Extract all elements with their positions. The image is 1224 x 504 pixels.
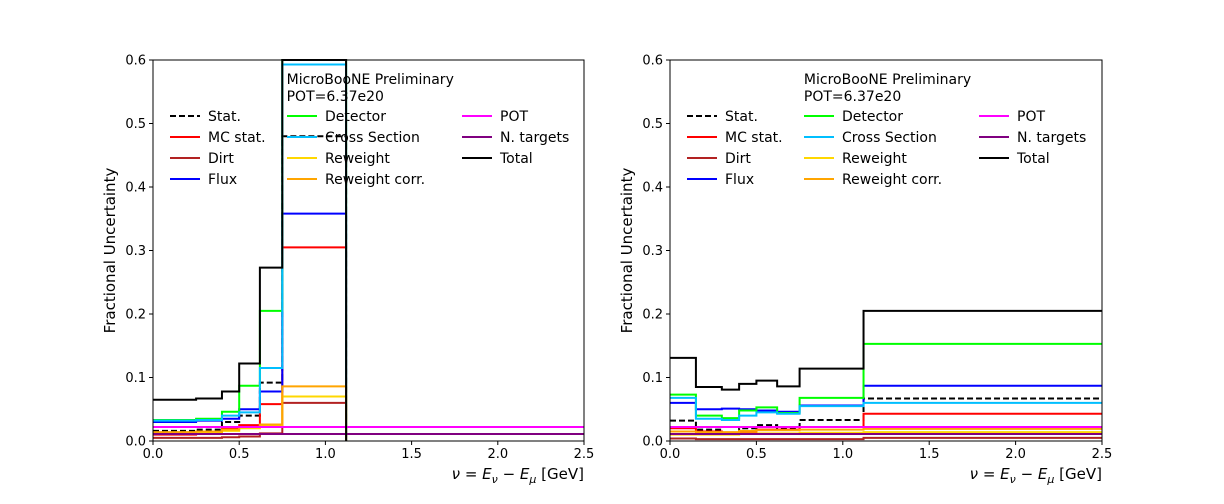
- legend-item: Flux: [170, 172, 237, 188]
- y-tick-label: 0.6: [642, 54, 663, 69]
- legend-label: Detector: [325, 109, 386, 125]
- legend-item: MC stat.: [687, 130, 783, 146]
- series-dirt: [153, 401, 348, 441]
- y-axis-label: Fractional Uncertainty: [101, 168, 119, 334]
- legend-item: Total: [979, 151, 1050, 167]
- series-detector: [153, 59, 348, 441]
- legend-label: N. targets: [1017, 130, 1086, 146]
- legend-item: Stat.: [170, 109, 241, 125]
- legend-label: Stat.: [725, 109, 758, 125]
- y-tick-label: 0.0: [125, 435, 146, 450]
- series-reweight-corr: [153, 385, 348, 441]
- x-tick-label: 2.0: [487, 447, 508, 462]
- legend-label: Dirt: [208, 151, 234, 167]
- x-tick-label: 1.5: [919, 447, 940, 462]
- x-tick-label: 1.0: [832, 447, 853, 462]
- legend-label: Stat.: [208, 109, 241, 125]
- series-mc-stat: [670, 412, 1102, 435]
- series-cross-section: [670, 396, 1102, 422]
- legend-item: Dirt: [687, 151, 751, 167]
- legend-label: Total: [499, 151, 533, 167]
- series-total: [670, 309, 1102, 391]
- legend-label: Total: [1016, 151, 1050, 167]
- legend-item: Stat.: [687, 109, 758, 125]
- y-tick-label: 0.3: [125, 244, 146, 259]
- x-tick-label: 2.5: [574, 447, 595, 462]
- series-total: [153, 59, 348, 441]
- legend-item: Cross Section: [804, 130, 937, 146]
- legend-item: POT: [462, 109, 528, 125]
- legend-label: Reweight corr.: [842, 172, 942, 188]
- y-tick-label: 0.1: [125, 371, 146, 386]
- legend-label: N. targets: [500, 130, 569, 146]
- y-tick-label: 0.5: [642, 117, 663, 132]
- legend-item: Flux: [687, 172, 754, 188]
- legend-label: Dirt: [725, 151, 751, 167]
- legend-label: Cross Section: [325, 130, 420, 146]
- legend: Stat. MC stat. Dirt Flux Detector Cross Secti…: [170, 109, 569, 188]
- legend-label: Cross Section: [842, 130, 937, 146]
- y-tick-label: 0.5: [125, 117, 146, 132]
- legend-label: Reweight: [325, 151, 390, 167]
- legend-label: Detector: [842, 109, 903, 125]
- x-tick-label: 2.5: [1092, 447, 1113, 462]
- chart-panel-1: 0.0 0.5 1.0 1.5 2.0 2.5 0.0 0.1 0.2 0.3 0.4 0.5 0.6 F…: [101, 54, 594, 487]
- legend-label: Reweight corr.: [325, 172, 425, 188]
- x-tick-label: 2.0: [1005, 447, 1026, 462]
- legend-label: POT: [1017, 109, 1045, 125]
- x-tick-label: 0.0: [660, 447, 681, 462]
- series-detector: [670, 342, 1102, 420]
- y-tick-label: 0.3: [642, 244, 663, 259]
- legend-item: N. targets: [462, 130, 569, 146]
- legend-label: Flux: [725, 172, 754, 188]
- y-axis-label: Fractional Uncertainty: [618, 168, 636, 334]
- annotation-pot: POT=6.37e20: [804, 89, 901, 105]
- legend-item: N. targets: [979, 130, 1086, 146]
- y-tick-label: 0.2: [642, 308, 663, 323]
- legend-item: Detector: [287, 109, 386, 125]
- x-axis-label: ν = Eν − Eμ [GeV]: [970, 465, 1102, 486]
- x-axis-label: ν = Eν − Eμ [GeV]: [452, 465, 584, 486]
- series-cross-section: [153, 63, 348, 441]
- x-tick-label: 0.5: [229, 447, 250, 462]
- legend-label: MC stat.: [208, 130, 266, 146]
- legend-label: Reweight: [842, 151, 907, 167]
- legend-item: POT: [979, 109, 1045, 125]
- y-tick-label: 0.0: [642, 435, 663, 450]
- series-dirt: [670, 436, 1102, 441]
- x-tick-label: 0.0: [143, 447, 164, 462]
- chart-panel-2: 0.0 0.5 1.0 1.5 2.0 2.5 0.0 0.1 0.2 0.3 0.4 0.5 0.6 F…: [618, 54, 1112, 487]
- legend-label: Flux: [208, 172, 237, 188]
- legend-label: MC stat.: [725, 130, 783, 146]
- legend-item: Reweight: [287, 151, 390, 167]
- series-reweight-corr: [670, 427, 1102, 434]
- legend-label: POT: [500, 109, 528, 125]
- x-tick-label: 1.5: [401, 447, 422, 462]
- legend-item: MC stat.: [170, 130, 266, 146]
- legend: Stat. MC stat. Dirt Flux Detector Cross Secti…: [687, 109, 1086, 188]
- y-tick-label: 0.6: [125, 54, 146, 69]
- y-tick-label: 0.2: [125, 308, 146, 323]
- annotation-pot: POT=6.37e20: [287, 89, 384, 105]
- series-stat: [670, 397, 1102, 435]
- legend-item: Total: [462, 151, 533, 167]
- x-tick-label: 1.0: [315, 447, 336, 462]
- series-group: [670, 309, 1102, 441]
- legend-item: Reweight corr.: [287, 172, 425, 188]
- x-tick-label: 0.5: [746, 447, 767, 462]
- y-tick-label: 0.4: [125, 181, 146, 196]
- annotation-title: MicroBooNE Preliminary: [804, 72, 971, 88]
- legend-item: Reweight: [804, 151, 907, 167]
- legend-item: Reweight corr.: [804, 172, 942, 188]
- series-stat: [153, 135, 348, 441]
- legend-item: Dirt: [170, 151, 234, 167]
- legend-item: Detector: [804, 109, 903, 125]
- y-tick-label: 0.4: [642, 181, 663, 196]
- y-tick-label: 0.1: [642, 371, 663, 386]
- legend-item: Cross Section: [287, 130, 420, 146]
- annotation-title: MicroBooNE Preliminary: [287, 72, 454, 88]
